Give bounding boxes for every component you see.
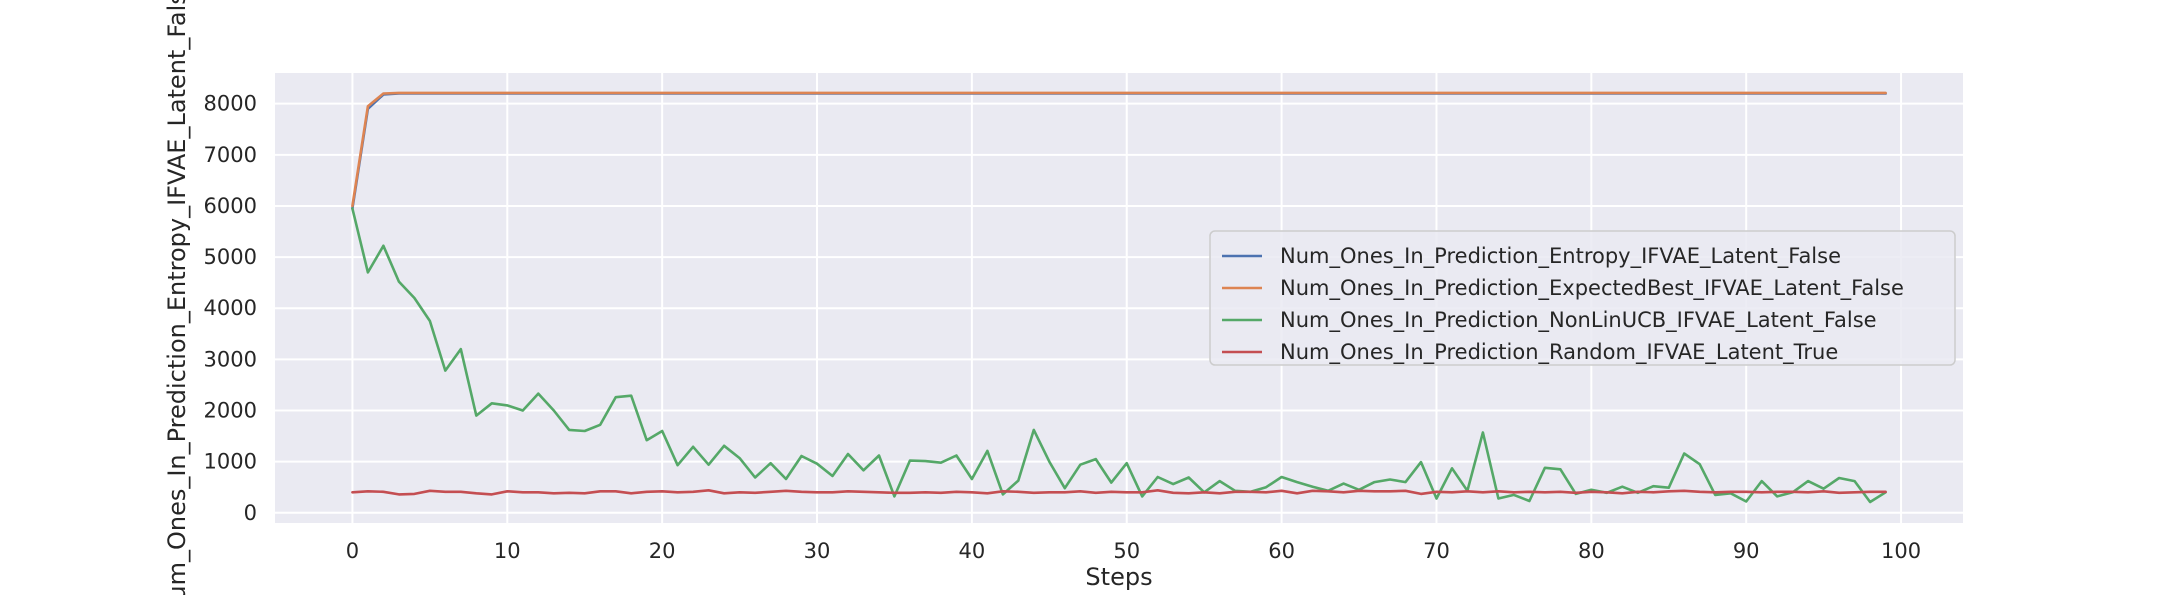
y-tick-label: 1000 <box>204 450 257 474</box>
legend-entry: Num_Ones_In_Prediction_NonLinUCB_IFVAE_L… <box>1280 308 1877 333</box>
x-tick-label: 0 <box>346 539 359 563</box>
y-tick-label: 4000 <box>204 296 257 320</box>
x-tick-label: 70 <box>1423 539 1450 563</box>
x-tick-label: 100 <box>1881 539 1921 563</box>
y-tick-label: 5000 <box>204 245 257 269</box>
x-tick-label: 10 <box>494 539 521 563</box>
x-axis-ticks: 0 10 20 30 40 50 60 70 80 90 100 <box>346 539 1921 563</box>
legend: Num_Ones_In_Prediction_Entropy_IFVAE_Lat… <box>1209 230 1956 366</box>
y-tick-label: 0 <box>244 501 257 525</box>
x-tick-label: 50 <box>1113 539 1140 563</box>
x-tick-label: 30 <box>804 539 831 563</box>
legend-entry: Num_Ones_In_Prediction_ExpectedBest_IFVA… <box>1280 276 1904 301</box>
y-tick-label: 8000 <box>204 92 257 116</box>
y-tick-label: 6000 <box>204 194 257 218</box>
x-tick-label: 60 <box>1268 539 1295 563</box>
x-tick-label: 40 <box>959 539 986 563</box>
y-tick-label: 7000 <box>204 143 257 167</box>
legend-entry: Num_Ones_In_Prediction_Entropy_IFVAE_Lat… <box>1280 244 1841 269</box>
series-line-3 <box>351 207 1887 504</box>
legend-box <box>1209 230 1956 366</box>
series-line-4 <box>351 488 1887 496</box>
x-axis-label: Steps <box>1085 563 1152 591</box>
legend-entry: Num_Ones_In_Prediction_Random_IFVAE_Late… <box>1280 340 1838 365</box>
x-tick-label: 80 <box>1578 539 1605 563</box>
x-tick-label: 20 <box>649 539 676 563</box>
series-lines <box>351 91 1887 504</box>
y-tick-label: 3000 <box>204 347 257 371</box>
y-axis-ticks: 0 1000 2000 3000 4000 5000 6000 7000 8000 <box>204 92 257 525</box>
y-axis-label: Num_Ones_In_Prediction_Entropy_IFVAE_Lat… <box>163 0 191 595</box>
y-tick-label: 2000 <box>204 399 257 423</box>
series-line-2 <box>351 91 1887 208</box>
x-tick-label: 90 <box>1733 539 1760 563</box>
